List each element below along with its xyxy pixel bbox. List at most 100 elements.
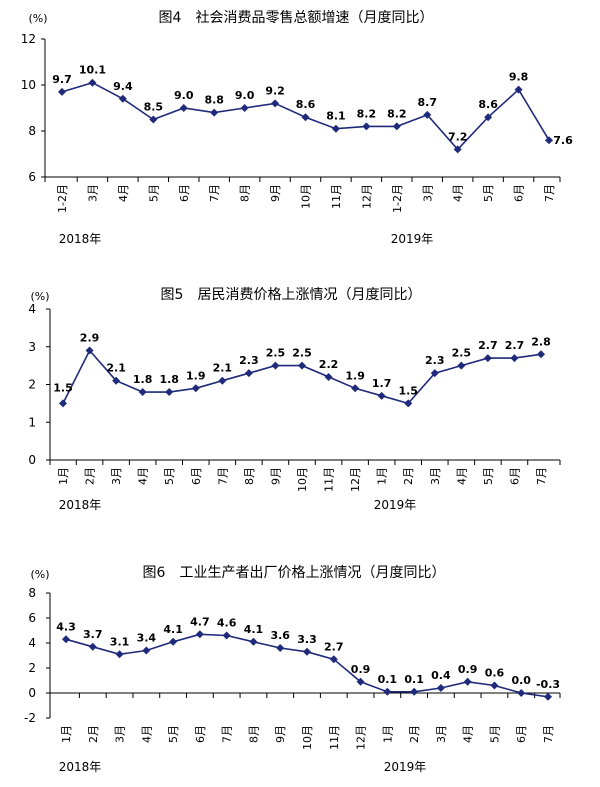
data-point	[240, 104, 249, 112]
x-tick-label: 2月	[408, 725, 421, 743]
x-tick-label: 12月	[355, 725, 368, 750]
x-tick-label: 11月	[328, 725, 341, 750]
data-label: 0.0	[511, 674, 531, 687]
data-label: 4.1	[163, 623, 183, 636]
data-label: 3.7	[83, 628, 103, 641]
x-tick-label: 8月	[239, 184, 252, 202]
x-tick-label: 5月	[488, 725, 501, 743]
chart-title: 图5 居民消费价格上涨情况（月度同比）	[161, 287, 422, 303]
data-label: 0.9	[351, 663, 371, 676]
chart-2: 图5 居民消费价格上涨情况（月度同比） (%) 0 1 2 3 4 1月 2月 3月 4月 5月 6月 7…	[28, 287, 561, 512]
data-label: 9.0	[235, 89, 255, 102]
x-tick-label: 5月	[482, 467, 495, 485]
x-tick-label: 2月	[402, 467, 415, 485]
x-tick-label: 11月	[330, 184, 343, 209]
x-tick-label: 10月	[300, 184, 313, 209]
data-point	[510, 354, 519, 363]
x-tick-label: 7月	[221, 725, 234, 743]
x-tick-label: 1月	[60, 725, 73, 743]
y-tick-label: 12	[21, 32, 36, 46]
data-point	[377, 391, 386, 400]
data-label: 9.2	[265, 84, 285, 97]
data-point	[191, 384, 200, 393]
y-tick-label: 1	[28, 415, 36, 429]
x-tick-label: 10月	[296, 467, 309, 492]
y-tick-label: 6	[28, 611, 36, 625]
data-point	[142, 646, 151, 655]
data-point	[58, 87, 66, 96]
data-label: 3.1	[110, 635, 130, 648]
data-point	[301, 113, 310, 122]
x-tick-label: 12月	[349, 467, 362, 492]
data-label: 10.1	[79, 64, 106, 77]
data-point	[514, 85, 523, 94]
data-point	[149, 115, 158, 124]
x-tick-label: 9月	[269, 184, 282, 202]
data-point	[356, 677, 365, 686]
year-label: 2019年	[374, 498, 417, 512]
data-point	[303, 647, 311, 656]
data-point	[115, 650, 124, 659]
data-point	[249, 637, 258, 646]
data-point	[179, 104, 188, 112]
data-label: 7.2	[448, 130, 468, 143]
y-unit-label: (%)	[28, 12, 47, 25]
data-point	[271, 361, 280, 370]
x-tick-label: 7月	[535, 467, 548, 485]
data-point	[195, 630, 204, 639]
y-tick-label: 8	[28, 586, 36, 600]
year-label: 2019年	[384, 760, 427, 774]
x-tick-label: 2月	[84, 467, 97, 485]
x-tick-label: 6月	[190, 467, 203, 485]
data-point	[62, 635, 70, 644]
data-label: 0.4	[431, 669, 451, 682]
data-point	[324, 372, 333, 381]
y-tick-label: 8	[28, 124, 36, 138]
data-label: 4.6	[217, 617, 237, 630]
x-tick-label: 1月	[57, 467, 70, 485]
data-point	[362, 122, 371, 131]
data-point	[483, 354, 492, 363]
data-point	[463, 677, 472, 686]
x-tick-label: 4月	[462, 725, 475, 743]
data-point	[222, 631, 231, 640]
data-label: 0.1	[378, 673, 398, 686]
data-label: 8.6	[478, 98, 498, 111]
y-tick-label: -2	[24, 711, 36, 725]
x-tick-label: 5月	[167, 725, 180, 743]
data-label: 1.5	[53, 381, 73, 394]
data-label: -0.3	[536, 678, 560, 691]
data-point	[545, 136, 553, 145]
x-tick-label: 3月	[429, 467, 442, 485]
data-label: 2.8	[531, 335, 551, 348]
data-point	[271, 99, 280, 108]
x-tick-label: 6月	[194, 725, 207, 743]
data-label: 2.7	[505, 339, 525, 352]
data-point	[430, 369, 439, 378]
data-label: 8.6	[296, 98, 316, 111]
data-label: 8.7	[418, 96, 438, 109]
y-unit-label: (%)	[30, 568, 49, 581]
data-point	[210, 108, 219, 117]
year-label: 2018年	[59, 760, 102, 774]
data-label: 4.1	[244, 623, 264, 636]
data-label: 2.9	[80, 332, 100, 345]
data-label: 8.5	[144, 101, 164, 114]
x-tick-label: 8月	[247, 725, 260, 743]
data-point	[453, 145, 462, 154]
data-label: 2.3	[239, 354, 259, 367]
x-tick-label: 5月	[482, 184, 495, 202]
data-label: 2.2	[319, 358, 339, 371]
y-unit-label: (%)	[30, 290, 49, 303]
data-label: 1.8	[159, 373, 179, 386]
data-label: 2.5	[266, 347, 286, 360]
data-label: 8.1	[326, 110, 346, 123]
data-label: 2.1	[106, 362, 126, 375]
x-tick-label: 2月	[87, 725, 100, 743]
x-tick-label: 6月	[513, 184, 526, 202]
y-tick-label: 0	[28, 686, 36, 700]
year-label: 2018年	[59, 232, 102, 246]
data-point	[138, 388, 147, 397]
x-tick-label: 3月	[435, 725, 448, 743]
data-point	[404, 399, 413, 408]
